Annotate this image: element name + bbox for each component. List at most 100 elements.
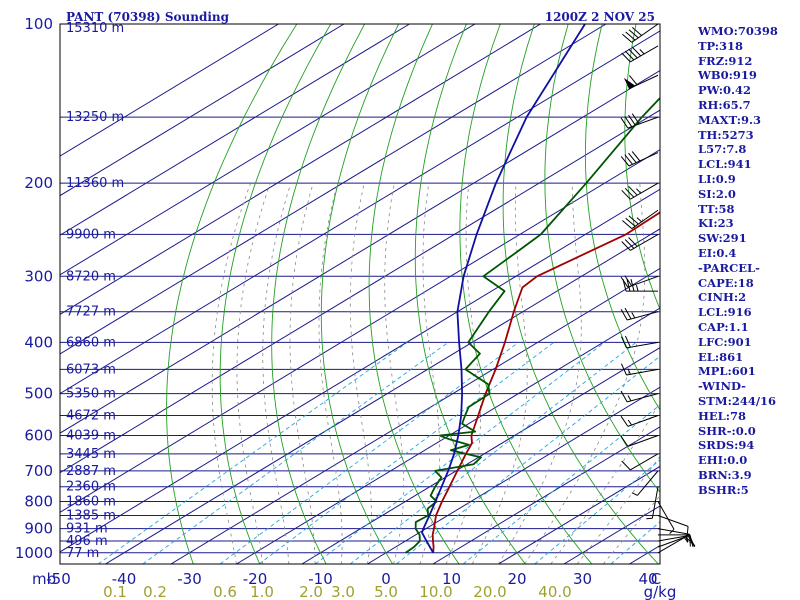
isotherm-line: [60, 24, 345, 197]
isotherm-line: [105, 228, 660, 564]
wind-barb-half-flag: [636, 217, 642, 223]
isotherm-line: [301, 347, 660, 564]
sounding-index-item: LCL:916: [698, 305, 752, 320]
sounding-index-item: -PARCEL-: [698, 260, 760, 275]
wind-barb-flag: [629, 75, 638, 86]
wind-barb-staff: [657, 528, 690, 535]
isotherm-line: [170, 267, 660, 564]
mixing-ratio-label: 0.2: [143, 583, 167, 600]
wind-barb-flag: [620, 435, 629, 447]
dry-adiabat: [624, 24, 660, 311]
wind-barb-half-flag: [627, 419, 633, 426]
pressure-tick-label: 1000: [15, 544, 53, 562]
height-label: 1860 m: [66, 495, 116, 510]
sounding-index-item: RH:65.7: [698, 97, 751, 112]
wind-barb-flag: [620, 117, 629, 129]
dry-adiabat: [414, 24, 526, 564]
wind-barb: [621, 182, 659, 200]
wind-barb-flag: [620, 308, 628, 321]
isotherm-line: [236, 307, 660, 564]
dry-adiabat: [368, 24, 460, 564]
pressure-unit-label: mb: [32, 570, 56, 588]
wind-barb: [657, 515, 689, 539]
wind-barb-flag: [620, 336, 627, 349]
wind-barb: [620, 275, 659, 288]
isotherm-line: [432, 426, 660, 564]
temperature-tick-label: -20: [243, 570, 268, 588]
wind-barb-staff: [657, 536, 686, 554]
temperature-line: [431, 211, 660, 553]
isotherm-line: [60, 149, 660, 513]
mixing-ratio-label: 3.0: [331, 583, 355, 600]
wind-barb-half-flag: [631, 492, 638, 496]
height-label: 11360 m: [66, 176, 124, 191]
wind-barb-staff: [637, 470, 659, 496]
wind-barb: [621, 233, 659, 251]
sounding-index-item: CAP:1.1: [698, 319, 749, 334]
height-label: 8720 m: [66, 269, 116, 284]
wind-barb: [620, 415, 659, 427]
wind-barbs: [620, 23, 696, 554]
height-label: 3445 m: [66, 447, 116, 462]
temperature-tick-label: 10: [442, 570, 461, 588]
pressure-tick-label: 900: [24, 520, 53, 538]
height-label: 9900 m: [66, 227, 116, 242]
wind-barb-staff: [657, 535, 689, 548]
height-label: 13250 m: [66, 110, 124, 125]
wind-barb-staff: [630, 182, 659, 200]
temperature-tick-label: 40: [638, 570, 657, 588]
wind-barb-staff: [631, 23, 659, 43]
wind-barb-staff: [657, 535, 690, 542]
wind-barb-flag: [631, 27, 642, 36]
wind-barb-half-flag: [636, 284, 639, 292]
isotherm-line: [60, 24, 410, 236]
wind-barb-flag: [628, 114, 636, 126]
valid-time: 1200Z 2 NOV 25: [545, 10, 655, 24]
temperature-tick-label: -30: [177, 570, 202, 588]
wind-barb-staff: [626, 341, 659, 349]
isotherm-line: [60, 24, 279, 157]
wind-barb-flag: [625, 217, 636, 227]
temperature-tick-label: 30: [573, 570, 592, 588]
sounding-index-item: MPL:601: [698, 364, 756, 379]
wind-barb-flag: [628, 29, 639, 39]
pressure-tick-label: 100: [24, 15, 53, 33]
mixing-ratio-line: [97, 342, 408, 564]
wind-barb-staff: [651, 486, 659, 519]
moist-adiabat: [602, 495, 660, 564]
sounding-indices-panel: WMO:70398 TP:318 FRZ:912 WB0:919 PW:0.42 RH:6…: [698, 24, 778, 498]
moist-adiabat: [576, 455, 660, 564]
wind-barb-staff: [627, 275, 659, 288]
isotherm-line: [60, 69, 660, 434]
wind-barb-flag: [689, 534, 691, 547]
mixing-ratio-line: [349, 342, 637, 564]
temperature-tick-label: -50: [46, 570, 71, 588]
dry-adiabat: [166, 24, 298, 564]
wind-barb-flag: [621, 460, 631, 471]
wind-barb-flag: [631, 113, 640, 125]
wind-barb-staff: [627, 415, 659, 427]
wind-barb-flag: [620, 415, 629, 427]
wind-barb: [646, 486, 659, 520]
wind-barb-staff: [626, 311, 659, 321]
wind-barb-half-flag: [639, 49, 645, 55]
pressure-tick-label: 600: [24, 427, 53, 445]
wind-barb-flag: [624, 275, 633, 287]
wind-barb: [622, 23, 659, 43]
sounding-index-item: LI:0.9: [698, 171, 736, 186]
wind-barb-half-flag: [631, 312, 636, 319]
moist-adiabat: [262, 183, 292, 564]
height-label: 6860 m: [66, 335, 116, 350]
wind-barb-flag: [686, 526, 689, 539]
pressure-tick-label: 400: [24, 333, 53, 351]
mixing-ratio-line: [396, 355, 660, 564]
plot-frame: [59, 23, 661, 565]
parcel-line: [421, 24, 586, 554]
moist-adiabat: [289, 183, 316, 564]
wind-barb: [657, 528, 691, 547]
wind-barb-flag: [628, 152, 637, 164]
mixing-ratio-unit-label: g/kg: [644, 583, 677, 600]
moist-adiabat: [471, 183, 528, 564]
